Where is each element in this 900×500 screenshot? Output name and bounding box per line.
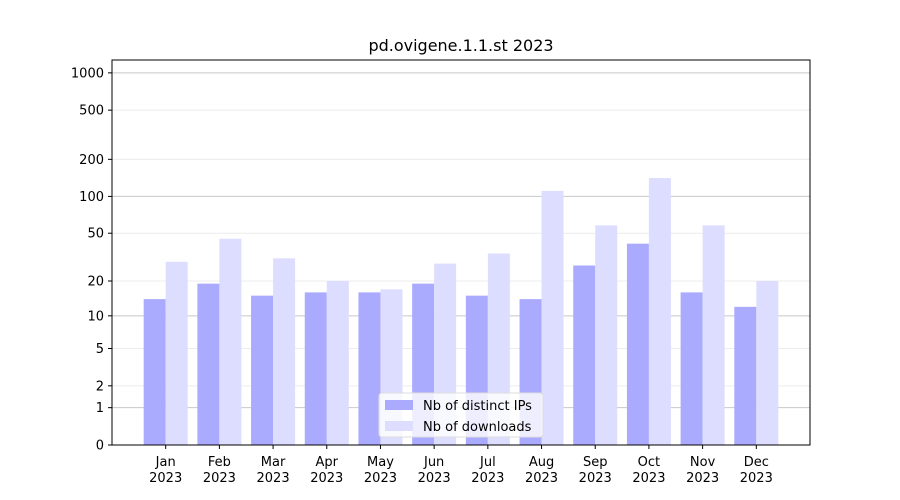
- x-tick-label: Mar 2023: [257, 455, 290, 486]
- legend-label: Nb of distinct IPs: [423, 399, 532, 414]
- y-tick-label: 200: [79, 153, 104, 168]
- x-tick-label: Feb 2023: [203, 455, 236, 486]
- y-tick-label: 5: [96, 342, 104, 357]
- bar: [304, 292, 327, 445]
- bar: [756, 281, 779, 445]
- x-tick-label: Jun 2023: [418, 455, 451, 486]
- x-tick-label: Jan 2023: [149, 455, 182, 486]
- x-tick-label: Dec 2023: [740, 455, 773, 486]
- chart-title: pd.ovigene.1.1.st 2023: [368, 36, 553, 55]
- bar: [702, 225, 725, 445]
- y-tick-label: 0: [96, 439, 104, 454]
- x-tick-label: Apr 2023: [310, 455, 343, 486]
- bar: [143, 299, 166, 445]
- bar: [197, 283, 220, 445]
- y-tick-label: 10: [87, 309, 104, 324]
- bar: [626, 243, 649, 445]
- bar: [219, 238, 242, 445]
- legend-box: [378, 392, 544, 438]
- ticks: 0 1 2 5 10 20 50 100 200 500 1000 Jan 2023 Feb 2023 Mar…: [71, 66, 773, 486]
- x-tick-label: Oct 2023: [632, 455, 665, 486]
- legend-swatch: [385, 421, 413, 431]
- x-tick-label: Nov 2023: [686, 455, 719, 486]
- y-tick-label: 2: [96, 379, 104, 394]
- bar: [680, 292, 703, 445]
- bar: [251, 295, 274, 445]
- bar: [326, 281, 349, 445]
- axes-frame: [111, 59, 811, 446]
- bar: [648, 178, 671, 446]
- y-tick-label: 500: [79, 104, 104, 119]
- legend-swatch: [385, 400, 413, 410]
- bar: [595, 225, 618, 445]
- y-tick-label: 50: [87, 227, 104, 242]
- x-tick-label: Sep 2023: [579, 455, 612, 486]
- legend-label: Nb of downloads: [423, 420, 532, 435]
- x-tick-label: Aug 2023: [525, 455, 558, 486]
- x-tick-label: May 2023: [364, 455, 397, 486]
- y-tick-label: 100: [79, 190, 104, 205]
- y-tick-label: 1000: [71, 66, 104, 81]
- y-tick-label: 20: [87, 275, 104, 290]
- y-tick-label: 1: [96, 401, 104, 416]
- bar: [541, 190, 564, 445]
- legend: Nb of distinct IPs Nb of downloads: [378, 392, 544, 438]
- bar: [358, 292, 381, 445]
- bar: [734, 306, 757, 445]
- x-tick-label: Jul 2023: [471, 455, 504, 486]
- bar: [165, 261, 188, 445]
- bar: [573, 265, 596, 445]
- bar: [273, 258, 296, 445]
